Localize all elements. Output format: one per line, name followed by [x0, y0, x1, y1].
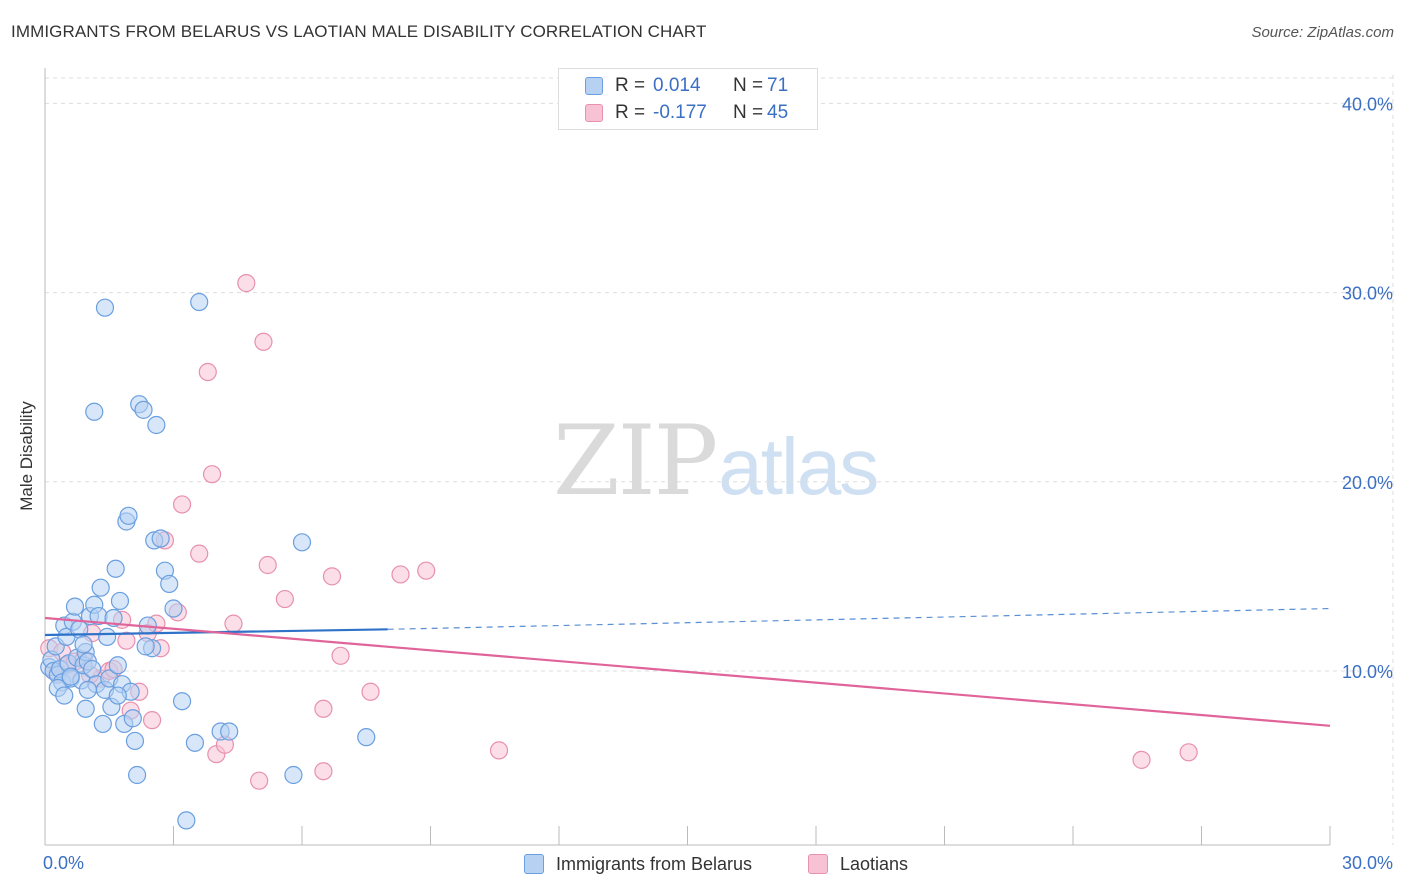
point-belarus [292, 533, 312, 552]
point-belarus [284, 765, 303, 785]
point-belarus [164, 599, 183, 618]
point-belarus [110, 591, 130, 611]
point-belarus [136, 637, 155, 656]
point-belarus [106, 559, 125, 578]
point-laotian [202, 465, 222, 484]
point-belarus [55, 686, 74, 705]
point-laotian [1179, 743, 1198, 762]
x-tick-label: 30.0% [1342, 853, 1393, 873]
tick-labels: 10.0% 20.0% 30.0% 40.0% 0.0% 30.0% [43, 94, 1393, 873]
point-belarus [127, 765, 147, 785]
legend-r-value: -0.177 [653, 102, 707, 123]
legend-row-laotians: R = -0.177 N = 45 [585, 101, 788, 125]
point-belarus [220, 722, 239, 741]
point-laotian [237, 274, 256, 293]
point-belarus [123, 709, 142, 728]
point-belarus [185, 733, 205, 752]
axes [44, 68, 1331, 846]
point-belarus [160, 574, 179, 594]
y-tick-label: 40.0% [1342, 94, 1393, 114]
legend-row-belarus: R = 0.014 N = 71 [585, 74, 788, 98]
bottom-legend-swatch-blue [524, 854, 544, 874]
point-belarus [172, 692, 192, 711]
point-belarus [76, 699, 95, 718]
point-laotian [1132, 750, 1151, 769]
chart-title: IMMIGRANTS FROM BELARUS VS LAOTIAN MALE … [11, 22, 707, 41]
bottom-legend-laotians: Laotians [808, 852, 908, 876]
data-points [40, 274, 1198, 830]
point-belarus [134, 400, 153, 419]
point-laotian [417, 561, 436, 580]
point-belarus [98, 627, 117, 646]
legend-r-label: R = [615, 75, 646, 96]
legend-r-label: R = [615, 102, 646, 123]
point-laotian [190, 544, 209, 563]
point-laotian [322, 567, 342, 586]
point-laotian [250, 771, 269, 790]
bottom-legend-belarus: Immigrants from Belarus [524, 852, 752, 876]
y-tick-label: 30.0% [1342, 284, 1393, 304]
point-laotian [224, 614, 243, 633]
legend-n-label: N = [733, 75, 764, 96]
point-belarus [61, 667, 80, 686]
point-laotian [258, 555, 277, 575]
point-belarus [85, 402, 104, 421]
point-belarus [125, 731, 145, 751]
y-tick-label: 10.0% [1342, 662, 1393, 682]
point-belarus [357, 728, 376, 747]
point-belarus [190, 292, 209, 312]
point-belarus [83, 659, 102, 679]
point-laotian [489, 741, 509, 760]
y-axis-label: Male Disability [17, 401, 36, 511]
point-belarus [93, 714, 112, 734]
point-belarus [177, 811, 196, 830]
legend-swatch-blue [585, 77, 603, 95]
point-laotian [314, 699, 333, 718]
point-belarus [95, 298, 115, 317]
legend-swatch-pink [585, 104, 603, 122]
point-belarus [108, 656, 127, 675]
point-laotian [391, 565, 410, 584]
point-belarus [104, 608, 123, 628]
correlation-legend: R = 0.014 N = 71 R = -0.177 N = 45 [558, 68, 818, 130]
zipatlas-watermark: ZIPatlas [553, 405, 879, 517]
point-laotian [314, 762, 333, 781]
point-laotian [198, 362, 217, 382]
point-belarus [91, 578, 110, 597]
point-belarus [147, 415, 166, 435]
bottom-legend-swatch-pink [808, 854, 828, 874]
point-laotian [172, 495, 192, 514]
x-tick-label: 0.0% [43, 853, 84, 873]
point-laotian [275, 589, 294, 609]
trend-line-belarus-extension [387, 607, 1331, 630]
legend-n-value: 71 [767, 75, 789, 96]
bottom-legend-label: Laotians [840, 853, 909, 874]
point-belarus [65, 597, 85, 616]
point-belarus [108, 686, 127, 705]
trend-lines [44, 607, 1331, 727]
source-credit: Source: ZipAtlas.com [1251, 24, 1394, 41]
watermark-zip: ZIP [553, 405, 718, 517]
legend-r-value: 0.014 [653, 75, 701, 96]
point-belarus [119, 506, 138, 525]
y-tick-label: 20.0% [1342, 473, 1393, 493]
bottom-legend-label: Immigrants from Belarus [556, 853, 753, 874]
point-laotian [117, 631, 136, 650]
point-belarus [74, 635, 93, 654]
trend-line-laotians [44, 616, 1331, 727]
legend-n-value: 45 [767, 102, 789, 123]
point-laotian [331, 646, 350, 665]
point-laotian [361, 682, 380, 701]
grid-lines [45, 75, 1395, 845]
point-belarus [78, 680, 97, 699]
point-laotian [254, 332, 273, 351]
point-belarus [151, 529, 170, 548]
legend-n-label: N = [733, 102, 764, 123]
point-laotian [142, 711, 162, 730]
watermark-atlas: atlas [718, 422, 879, 511]
